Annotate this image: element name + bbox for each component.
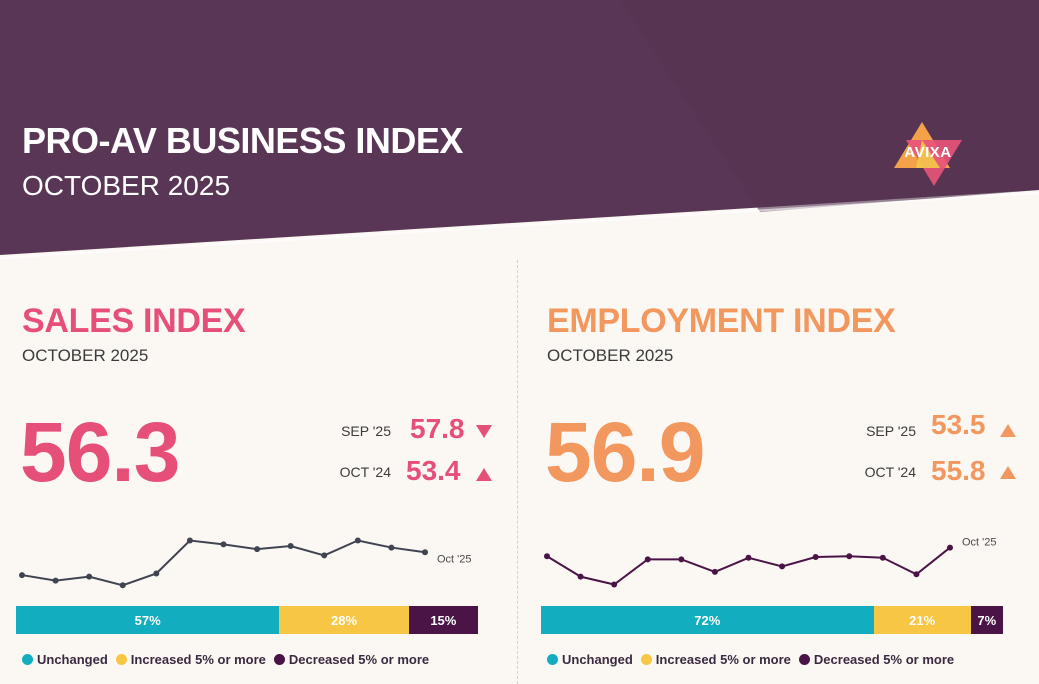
avixa-logo: AVIXA	[888, 122, 968, 186]
sales-sep-value: 57.8	[410, 413, 465, 444]
data-point	[745, 554, 752, 561]
legend-label: Unchanged	[562, 652, 633, 667]
increased-swatch	[115, 654, 127, 665]
legend-label: Unchanged	[37, 652, 108, 667]
legend-label: Increased 5% or more	[655, 652, 791, 667]
logo-mark	[894, 122, 962, 186]
sales-oct-label: OCT '24	[339, 464, 391, 480]
data-point	[287, 543, 294, 549]
data-point	[913, 571, 920, 578]
sales-index-subtitle: OCTOBER 2025	[22, 346, 149, 365]
data-point	[321, 552, 328, 559]
end-label: Oct '25	[962, 537, 997, 549]
sales-trend-chart: Oct '25	[19, 537, 472, 589]
sales-index-value: 56.3	[20, 405, 180, 499]
unchanged-swatch	[22, 654, 33, 665]
employment-distribution-bar: 72% 21% 7%	[541, 606, 1003, 634]
legend-item-decreased: Decreased 5% or more	[273, 652, 430, 667]
data-point	[422, 549, 428, 556]
legend-item-decreased: Decreased 5% or more	[798, 652, 955, 667]
employment-index-value: 56.9	[545, 405, 705, 499]
data-point	[153, 570, 160, 577]
employment-sep-value: 53.5	[931, 409, 986, 440]
data-point	[779, 563, 786, 570]
page-title: PRO-AV BUSINESS INDEX	[22, 120, 463, 161]
panel-divider	[517, 260, 518, 684]
data-point	[52, 577, 59, 584]
sales-sep-label: SEP '25	[341, 423, 391, 439]
data-point	[678, 556, 685, 563]
legend-item-increased: Increased 5% or more	[640, 652, 791, 667]
employment-sep-label: SEP '25	[866, 423, 916, 439]
data-point	[544, 553, 550, 560]
data-point	[86, 573, 93, 580]
data-point	[711, 568, 718, 575]
data-point	[220, 541, 227, 548]
unchanged-segment: 57%	[16, 606, 280, 634]
legend-label: Increased 5% or more	[130, 652, 266, 667]
data-point	[644, 556, 651, 563]
data-point	[354, 537, 361, 544]
sales-oct-value: 53.4	[406, 455, 461, 486]
series-line	[546, 546, 951, 586]
page-subtitle: OCTOBER 2025	[22, 170, 231, 201]
data-point	[119, 582, 126, 589]
employment-oct-value: 55.8	[931, 455, 986, 486]
employment-legend: Unchanged Increased 5% or more Decreased…	[547, 652, 962, 667]
sales-panel: SALES INDEX OCTOBER 2025 56.3 SEP '25 57…	[0, 0, 519, 684]
legend-label: Decreased 5% or more	[288, 652, 430, 667]
employment-oct-label: OCT '24	[864, 464, 916, 480]
sales-index-title: SALES INDEX	[22, 302, 246, 340]
data-point	[186, 537, 193, 544]
data-point	[254, 546, 261, 553]
data-point	[19, 572, 25, 579]
data-point	[846, 553, 853, 560]
employment-index-subtitle: OCTOBER 2025	[547, 346, 674, 365]
increased-segment: 28%	[279, 606, 409, 634]
up-arrow-icon	[476, 468, 492, 481]
sales-legend: Unchanged Increased 5% or more Decreased…	[22, 652, 437, 667]
legend-item-unchanged: Unchanged	[547, 652, 633, 667]
end-label: Oct '25	[437, 553, 472, 565]
increased-segment: 21%	[873, 606, 971, 634]
logo-text: AVIXA	[904, 144, 952, 161]
legend-item-unchanged: Unchanged	[22, 652, 108, 667]
legend-label: Decreased 5% or more	[813, 652, 955, 667]
unchanged-swatch	[547, 654, 558, 665]
decreased-segment: 7%	[970, 606, 1003, 634]
up-arrow-icon	[1000, 424, 1016, 437]
data-point	[388, 544, 395, 551]
data-point	[812, 554, 819, 560]
legend-item-increased: Increased 5% or more	[115, 652, 266, 667]
down-arrow-icon	[476, 425, 492, 438]
decreased-segment: 15%	[408, 606, 478, 634]
decreased-swatch	[273, 654, 285, 665]
decreased-swatch	[798, 654, 810, 665]
data-point	[577, 573, 584, 580]
employment-index-title: EMPLOYMENT INDEX	[547, 302, 896, 340]
data-point	[611, 581, 618, 588]
employment-panel: EMPLOYMENT INDEX OCTOBER 2025 56.9 SEP '…	[525, 0, 1039, 684]
sales-distribution-bar: 57% 28% 15%	[16, 606, 478, 634]
employment-trend-chart: Oct '25	[544, 537, 997, 588]
up-arrow-icon	[1000, 466, 1016, 479]
data-point	[879, 554, 886, 561]
increased-swatch	[640, 654, 652, 665]
unchanged-segment: 72%	[541, 606, 874, 634]
data-point	[947, 544, 953, 551]
